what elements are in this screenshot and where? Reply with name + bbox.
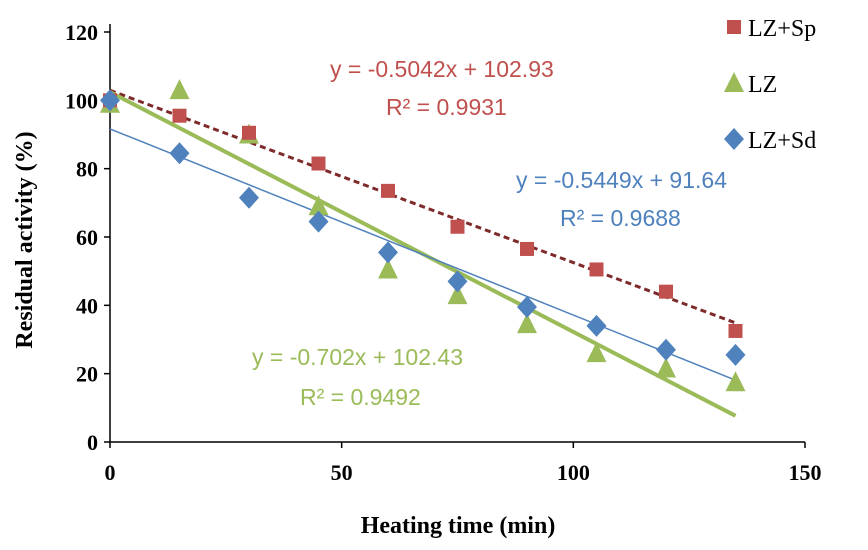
point-lz-sd	[586, 314, 607, 337]
point-lz	[517, 313, 537, 334]
y-axis-title: Residual activity (%)	[12, 131, 38, 348]
x-axis-title: Heating time (min)	[361, 513, 556, 539]
point-lz-sd	[517, 296, 537, 319]
point-lz-sp	[172, 108, 187, 123]
point-lz	[586, 342, 607, 363]
y-tick-label: 20	[76, 362, 98, 387]
trendline-lz-sp	[109, 88, 737, 325]
y-tick-label: 100	[65, 88, 98, 113]
x-tick-label: 0	[105, 460, 116, 485]
legend-label-lz: LZ	[748, 72, 777, 98]
point-lz	[725, 371, 746, 392]
x-tick-label: 100	[557, 460, 590, 485]
y-tick-label: 120	[65, 20, 98, 45]
axes: 0 20 40 60 80 100 120 0 50 100 150	[65, 20, 822, 485]
r2-lz: R² = 0.9492	[300, 384, 421, 410]
legend-marker-lz	[724, 72, 744, 92]
legend: LZ+Sp LZ LZ+Sd	[724, 16, 816, 154]
trendlines	[109, 88, 737, 418]
point-lz-sp	[659, 284, 673, 299]
point-lz-sp	[520, 241, 534, 256]
point-lz	[447, 284, 468, 305]
point-lz-sd	[656, 338, 676, 361]
legend-label-lz-sp: LZ+Sp	[748, 16, 816, 42]
point-lz	[308, 195, 329, 216]
trendline-lz-sd	[109, 128, 736, 381]
point-lz-sd	[447, 270, 468, 293]
x-tick-label: 50	[331, 460, 353, 485]
point-lz-sp	[242, 125, 256, 140]
point-lz-sd	[239, 186, 259, 209]
r2-lz-sd: R² = 0.9688	[560, 205, 681, 231]
y-tick-label: 40	[76, 293, 98, 318]
point-lz-sd	[100, 89, 120, 112]
legend-marker-lz-sp	[727, 20, 741, 34]
y-tick-label: 0	[87, 430, 98, 455]
legend-marker-lz-sd	[724, 128, 744, 150]
point-lz-sd	[169, 142, 190, 165]
point-lz	[169, 79, 190, 100]
point-lz-sd	[308, 210, 329, 233]
y-tick-label: 60	[76, 225, 98, 250]
legend-label-lz-sd: LZ+Sd	[748, 128, 816, 154]
equation-lz: y = -0.702x + 102.43	[252, 344, 463, 370]
y-tick-label: 80	[76, 157, 98, 182]
point-lz-sd	[725, 343, 746, 366]
x-tick-label: 150	[789, 460, 822, 485]
point-lz-sp	[311, 156, 326, 171]
point-lz-sp	[450, 219, 465, 234]
trendline-annotations: y = -0.5042x + 102.93 R² = 0.9931 y = -0…	[252, 56, 727, 410]
point-lz-sp	[381, 183, 395, 198]
equation-lz-sp: y = -0.5042x + 102.93	[330, 56, 554, 82]
r2-lz-sp: R² = 0.9931	[386, 94, 507, 120]
point-lz-sd	[378, 241, 398, 264]
point-lz	[656, 357, 676, 378]
data-marks	[100, 79, 746, 392]
point-lz	[378, 258, 398, 279]
point-lz-sp	[589, 262, 604, 277]
equation-lz-sd: y = -0.5449x + 91.64	[516, 167, 727, 193]
point-lz-sp	[728, 323, 743, 338]
